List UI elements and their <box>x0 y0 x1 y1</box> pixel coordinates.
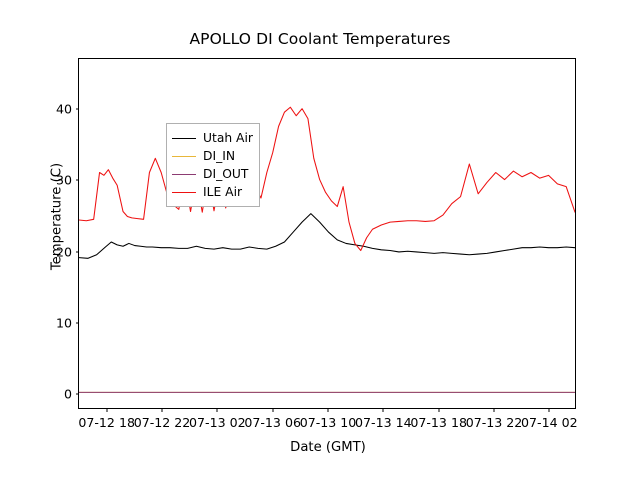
x-tick-label: 07-14 02 <box>521 415 578 430</box>
y-axis-label: Temperature (C) <box>49 162 65 271</box>
y-tick-mark <box>75 393 79 395</box>
legend-item-di-out[interactable]: DI_OUT <box>172 165 253 183</box>
x-tick-label: 07-12 18 <box>78 415 135 430</box>
data-lines <box>79 59 575 408</box>
x-tick-label: 07-13 22 <box>465 415 523 430</box>
y-tick-mark <box>75 322 79 324</box>
x-tick-mark <box>438 408 440 412</box>
chart-legend: Utah Air DI_IN DI_OUT ILE Air <box>166 123 260 207</box>
chart-title: APOLLO DI Coolant Temperatures <box>189 30 451 48</box>
legend-item-utah-air[interactable]: Utah Air <box>172 129 253 147</box>
y-tick-mark <box>75 108 79 110</box>
y-tick-label: 40 <box>55 101 72 117</box>
series-line-utah-air <box>79 214 575 259</box>
x-tick-label: 07-13 06 <box>244 415 301 430</box>
x-tick-mark <box>327 408 329 412</box>
y-tick-label: 30 <box>55 172 72 188</box>
legend-swatch-icon <box>172 137 196 139</box>
x-tick-mark <box>161 408 163 412</box>
x-tick-mark <box>493 408 495 412</box>
y-tick-mark <box>75 251 79 253</box>
y-tick-label: 0 <box>63 386 72 402</box>
x-tick-label: 07-13 02 <box>189 415 246 430</box>
legend-swatch-icon <box>172 191 196 193</box>
legend-swatch-icon <box>172 155 196 157</box>
legend-label: ILE Air <box>203 184 243 199</box>
legend-item-di-in[interactable]: DI_IN <box>172 147 253 165</box>
y-tick-label: 20 <box>55 244 72 260</box>
x-tick-label: 07-13 10 <box>299 415 357 430</box>
x-tick-mark <box>216 408 218 412</box>
series-line-ile-air <box>79 107 575 250</box>
legend-item-ile-air[interactable]: ILE Air <box>172 183 253 201</box>
y-tick-mark <box>75 179 79 181</box>
x-tick-label: 07-13 18 <box>410 415 467 430</box>
y-tick-label: 10 <box>55 315 72 331</box>
legend-label: Utah Air <box>203 130 253 145</box>
legend-label: DI_IN <box>203 148 236 163</box>
x-tick-mark <box>382 408 384 412</box>
x-tick-mark <box>106 408 108 412</box>
legend-swatch-icon <box>172 173 196 175</box>
x-axis-label: Date (GMT) <box>290 440 366 455</box>
x-tick-label: 07-12 22 <box>133 415 191 430</box>
plot-area: Temperature (C) 0 10 20 30 40 07-12 18 07-12 … <box>50 58 578 455</box>
legend-label: DI_OUT <box>203 166 249 181</box>
x-tick-mark <box>548 408 550 412</box>
x-tick-label: 07-13 14 <box>355 415 412 430</box>
x-tick-mark <box>272 408 274 412</box>
